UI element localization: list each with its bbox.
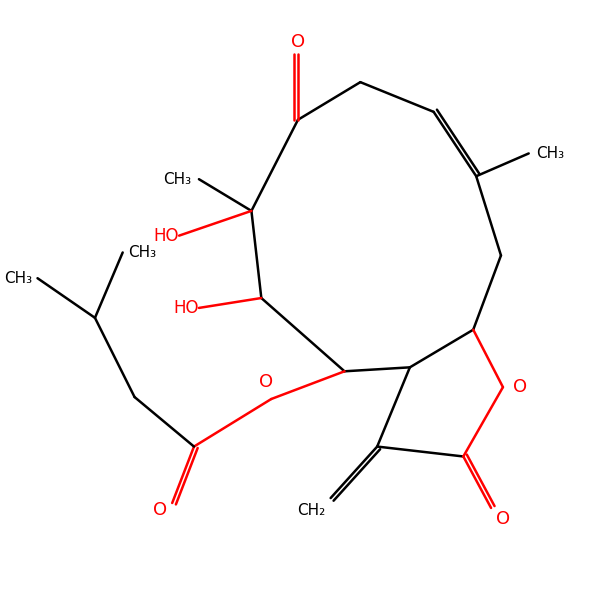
Text: O: O: [291, 34, 305, 52]
Text: CH₃: CH₃: [536, 146, 565, 161]
Text: CH₃: CH₃: [128, 245, 156, 260]
Text: HO: HO: [173, 299, 199, 317]
Text: O: O: [513, 378, 527, 396]
Text: HO: HO: [154, 227, 179, 245]
Text: O: O: [153, 501, 167, 519]
Text: O: O: [259, 373, 274, 391]
Text: CH₃: CH₃: [163, 172, 191, 187]
Text: CH₂: CH₂: [298, 503, 326, 518]
Text: CH₃: CH₃: [4, 271, 32, 286]
Text: O: O: [496, 510, 510, 528]
